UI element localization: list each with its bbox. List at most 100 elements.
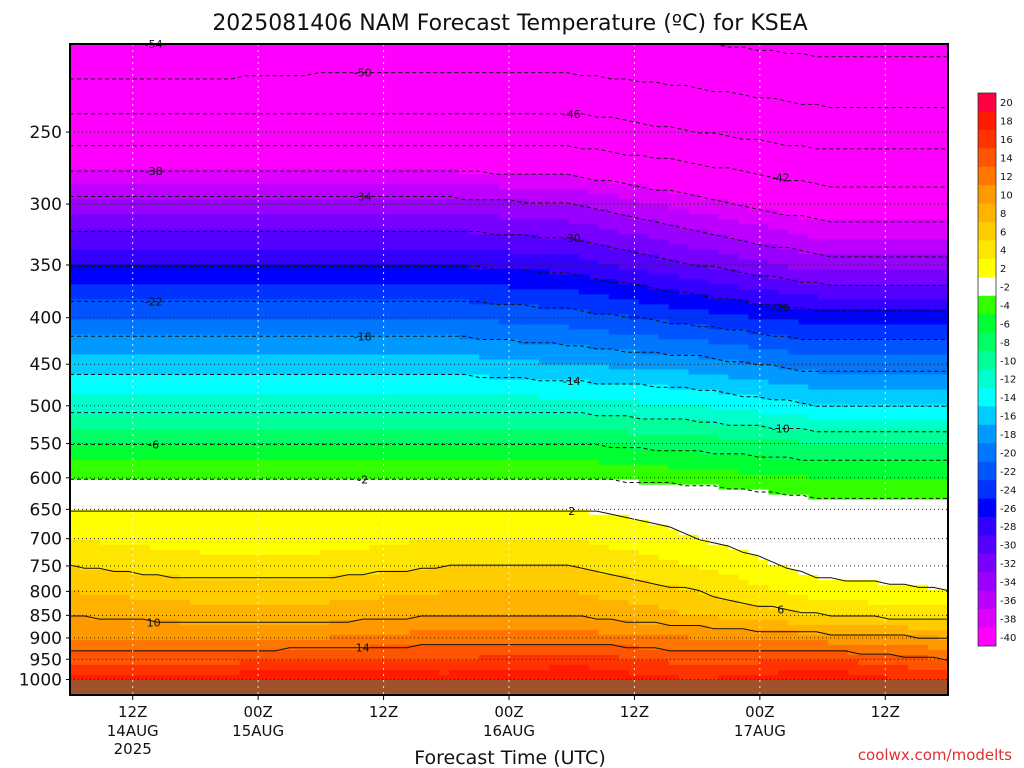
temperature-cell	[249, 234, 261, 240]
temperature-cell	[828, 264, 839, 270]
temperature-cell	[688, 139, 700, 145]
temperature-cell	[109, 139, 121, 145]
temperature-cell	[449, 64, 460, 70]
temperature-cell	[568, 274, 580, 280]
temperature-cell	[139, 319, 151, 326]
temperature-cell	[479, 294, 490, 300]
temperature-cell	[219, 244, 231, 250]
temperature-cell	[249, 94, 261, 100]
temperature-cell	[359, 64, 370, 70]
temperature-cell	[558, 109, 570, 115]
temperature-cell	[658, 164, 670, 170]
temperature-cell	[289, 99, 301, 105]
temperature-cell	[109, 179, 121, 185]
temperature-cell	[499, 99, 510, 105]
temperature-cell	[129, 324, 141, 331]
temperature-cell	[698, 149, 710, 155]
temperature-cell	[828, 279, 839, 285]
temperature-cell	[868, 44, 879, 50]
temperature-cell	[788, 164, 799, 170]
temperature-cell	[349, 309, 360, 316]
temperature-cell	[528, 64, 540, 70]
temperature-cell	[768, 284, 779, 290]
temperature-cell	[798, 134, 809, 140]
temperature-cell	[688, 64, 700, 70]
temperature-cell	[828, 184, 839, 190]
temperature-cell	[469, 114, 480, 120]
temperature-cell	[179, 94, 191, 100]
temperature-cell	[598, 169, 610, 175]
temperature-cell	[159, 274, 171, 280]
temperature-cell	[568, 219, 580, 225]
temperature-cell	[79, 224, 91, 230]
temperature-cell	[169, 64, 181, 70]
temperature-cell	[339, 109, 350, 115]
temperature-cell	[189, 184, 201, 190]
temperature-cell	[289, 104, 301, 110]
temperature-cell	[788, 124, 799, 130]
temperature-cell	[509, 209, 520, 215]
temperature-cell	[848, 74, 859, 80]
temperature-cell	[269, 44, 281, 50]
temperature-cell	[548, 169, 560, 175]
temperature-cell	[898, 194, 909, 200]
temperature-cell	[269, 69, 281, 75]
temperature-cell	[928, 214, 939, 220]
temperature-cell	[588, 234, 600, 240]
temperature-cell	[568, 244, 580, 250]
temperature-cell	[329, 264, 340, 270]
temperature-cell	[269, 274, 281, 280]
temperature-cell	[99, 214, 111, 220]
temperature-cell	[538, 69, 550, 75]
temperature-cell	[758, 79, 770, 85]
temperature-cell	[808, 179, 819, 185]
temperature-cell	[738, 299, 750, 305]
temperature-cell	[119, 159, 131, 165]
temperature-cell	[409, 219, 420, 225]
temperature-cell	[399, 119, 410, 125]
temperature-cell	[349, 54, 360, 60]
temperature-cell	[558, 284, 570, 290]
temperature-cell	[499, 189, 510, 195]
temperature-cell	[778, 279, 789, 285]
temperature-cell	[70, 149, 81, 155]
temperature-cell	[598, 94, 610, 100]
temperature-cell	[588, 79, 600, 85]
temperature-cell	[608, 269, 620, 275]
temperature-cell	[269, 304, 281, 311]
temperature-cell	[718, 134, 730, 140]
temperature-cell	[718, 279, 730, 285]
temperature-cell	[469, 304, 480, 311]
temperature-cell	[548, 279, 560, 285]
temperature-cell	[379, 144, 390, 150]
temperature-cell	[678, 79, 690, 85]
temperature-cell	[608, 94, 620, 100]
temperature-cell	[698, 109, 710, 115]
temperature-cell	[449, 199, 460, 205]
temperature-cell	[608, 64, 620, 70]
temperature-cell	[169, 54, 181, 60]
temperature-cell	[209, 159, 221, 165]
temperature-cell	[459, 104, 470, 110]
temperature-cell	[788, 244, 799, 250]
temperature-cell	[459, 259, 470, 265]
temperature-cell	[369, 109, 380, 115]
temperature-cell	[139, 324, 151, 331]
temperature-cell	[399, 294, 410, 300]
temperature-cell	[279, 74, 291, 80]
temperature-cell	[658, 84, 670, 90]
temperature-cell	[868, 249, 879, 255]
temperature-cell	[379, 249, 390, 255]
temperature-cell	[369, 69, 380, 75]
temperature-cell	[648, 199, 660, 205]
temperature-cell	[538, 44, 550, 50]
temperature-cell	[728, 304, 740, 311]
temperature-cell	[578, 84, 590, 90]
temperature-cell	[558, 149, 570, 155]
temperature-cell	[798, 249, 809, 255]
temperature-cell	[548, 144, 560, 150]
temperature-cell	[359, 269, 370, 275]
temperature-cell	[509, 109, 520, 115]
temperature-cell	[389, 64, 400, 70]
temperature-cell	[638, 239, 650, 245]
